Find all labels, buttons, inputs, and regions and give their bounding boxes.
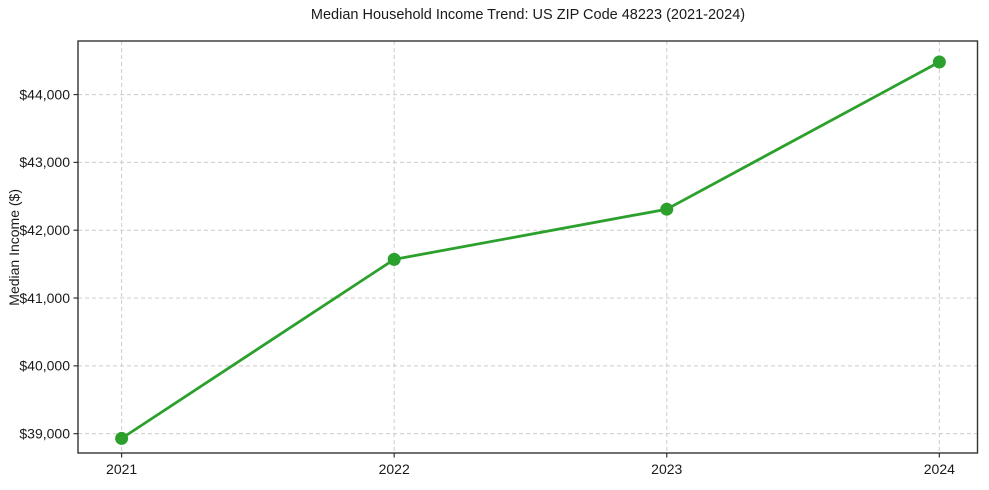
x-tick-label: 2021 bbox=[106, 461, 137, 477]
data-point-marker-2021 bbox=[115, 431, 129, 445]
y-axis-title-wrap: Median Income ($) bbox=[4, 41, 24, 453]
chart-title: Median Household Income Trend: US ZIP Co… bbox=[310, 7, 746, 23]
y-tick-label: $42,000 bbox=[19, 222, 70, 238]
y-tick-label: $41,000 bbox=[19, 290, 70, 306]
income-trend-line bbox=[120, 60, 941, 440]
data-point-marker-2024 bbox=[932, 55, 946, 69]
x-tick-label: 2022 bbox=[379, 461, 410, 477]
y-tick-label: $40,000 bbox=[19, 358, 70, 374]
y-tick-label: $39,000 bbox=[19, 425, 70, 441]
y-tick-label: $43,000 bbox=[19, 154, 70, 170]
x-tick-label: 2024 bbox=[924, 461, 955, 477]
data-point-marker-2022 bbox=[387, 252, 401, 266]
plot-border bbox=[77, 40, 979, 454]
y-axis-title: Median Income ($) bbox=[6, 188, 22, 306]
x-tick-label: 2023 bbox=[651, 461, 682, 477]
y-tick-label: $44,000 bbox=[19, 86, 70, 102]
data-point-marker-2023 bbox=[660, 202, 674, 216]
